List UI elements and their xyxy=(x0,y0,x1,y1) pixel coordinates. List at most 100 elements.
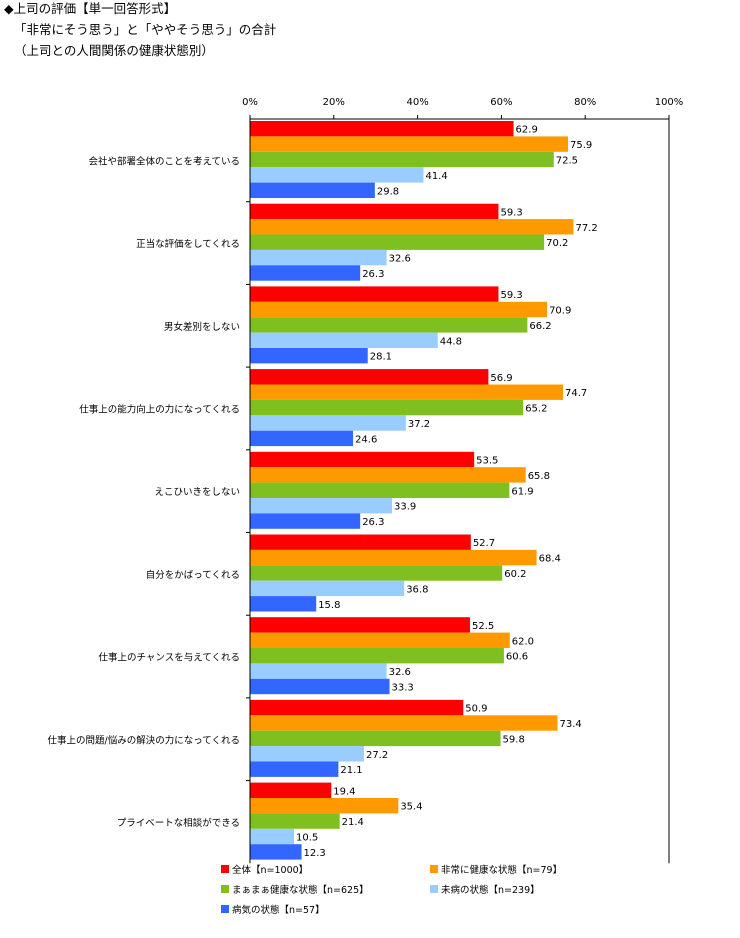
data-label: 60.6 xyxy=(506,652,528,663)
legend-entry: まぁまぁ健康な状態【n=625】 xyxy=(232,884,369,896)
category-label: 仕事上の問題/悩みの解決の力になってくれる xyxy=(48,734,240,746)
category-label: 自分をかばってくれる xyxy=(146,569,240,581)
bar xyxy=(250,234,545,250)
x-tick-label: 100% xyxy=(655,97,684,108)
data-label: 33.3 xyxy=(392,683,414,694)
legend-entry: 未病の状態【n=239】 xyxy=(441,884,540,896)
data-label: 53.5 xyxy=(476,456,498,467)
data-label: 52.5 xyxy=(472,621,494,632)
legend-swatch xyxy=(221,865,229,873)
bar xyxy=(250,182,375,198)
data-label: 77.2 xyxy=(575,223,597,234)
data-label: 21.1 xyxy=(340,765,362,776)
legend-entry: 病気の状態【n=57】 xyxy=(232,904,325,916)
bar xyxy=(250,265,361,281)
bar xyxy=(250,580,405,597)
bar xyxy=(250,482,510,498)
data-label: 27.2 xyxy=(366,750,388,761)
data-label: 73.4 xyxy=(560,719,582,730)
category-label: 仕事上のチャンスを与えてくれる xyxy=(99,652,240,664)
data-label: 70.2 xyxy=(546,238,568,249)
bar xyxy=(250,617,470,633)
data-label: 15.8 xyxy=(318,600,340,611)
bar xyxy=(250,136,569,152)
data-label: 74.7 xyxy=(565,388,587,399)
bar xyxy=(250,249,387,266)
data-label: 59.8 xyxy=(503,734,525,745)
legend-swatch xyxy=(430,865,438,873)
data-label: 19.4 xyxy=(333,786,355,797)
bar xyxy=(250,828,294,845)
bar xyxy=(250,699,464,716)
data-label: 72.5 xyxy=(556,156,578,167)
bar xyxy=(250,301,548,318)
data-label: 70.9 xyxy=(549,306,571,317)
data-label: 29.8 xyxy=(377,186,399,197)
legend-swatch xyxy=(221,905,229,913)
bar xyxy=(250,451,475,468)
data-label: 24.6 xyxy=(355,434,377,445)
data-label: 32.6 xyxy=(389,667,411,678)
data-label: 26.3 xyxy=(362,269,384,280)
bar xyxy=(250,549,537,566)
bar xyxy=(250,203,499,220)
category-label: 会社や部署全体のことを考えている xyxy=(88,155,240,167)
x-tick-label: 0% xyxy=(242,97,258,108)
data-label: 61.9 xyxy=(511,486,533,497)
data-label: 21.4 xyxy=(342,817,364,828)
data-label: 52.7 xyxy=(473,538,495,549)
legend-entry: 全体【n=1000】 xyxy=(232,864,308,876)
data-label: 33.9 xyxy=(394,502,416,513)
chart-title: ◆上司の評価【単一回答形式】 xyxy=(4,1,177,16)
category-label: 仕事上の能力向上の力になってくれる xyxy=(79,403,240,415)
bar xyxy=(250,596,317,612)
bar xyxy=(250,513,361,529)
bar xyxy=(250,498,393,514)
x-tick-label: 20% xyxy=(323,97,345,108)
bar xyxy=(250,332,438,348)
bar xyxy=(250,782,332,798)
data-label: 35.4 xyxy=(400,802,422,813)
data-label: 59.3 xyxy=(500,290,522,301)
legend-swatch xyxy=(221,885,229,893)
bar xyxy=(250,632,510,648)
category-label: えこひいきをしない xyxy=(154,487,240,498)
legend-swatch xyxy=(430,885,438,893)
bar xyxy=(250,415,406,431)
data-label: 68.4 xyxy=(539,554,561,565)
data-label: 12.3 xyxy=(304,848,326,859)
data-label: 32.6 xyxy=(389,254,411,265)
bar xyxy=(250,678,390,695)
bar xyxy=(250,844,302,860)
data-label: 28.1 xyxy=(370,352,392,363)
category-label: 正当な評価をしてくれる xyxy=(136,238,240,250)
legend-entry: 非常に健康な状態【n=79】 xyxy=(441,864,562,876)
x-tick-label: 40% xyxy=(406,97,428,108)
bar xyxy=(250,317,528,333)
data-label: 60.2 xyxy=(504,569,526,580)
bar xyxy=(250,384,563,400)
bar xyxy=(250,399,524,416)
category-label: 男女差別をしない xyxy=(164,321,240,333)
data-label: 44.8 xyxy=(440,336,462,347)
bar xyxy=(250,219,574,235)
data-label: 65.2 xyxy=(525,404,547,415)
bar xyxy=(250,663,387,679)
bar xyxy=(250,286,499,302)
bar xyxy=(250,167,424,183)
data-label: 59.3 xyxy=(500,207,522,218)
bar xyxy=(250,761,339,777)
bar xyxy=(250,565,503,581)
bar xyxy=(250,430,354,447)
bar xyxy=(250,746,364,762)
data-label: 37.2 xyxy=(408,419,430,430)
chart-subtitle: 「非常にそう思う」と「ややそう思う」の合計 xyxy=(14,22,277,37)
bar xyxy=(250,648,504,664)
data-label: 62.0 xyxy=(512,636,534,647)
data-label: 36.8 xyxy=(406,584,428,595)
x-tick-label: 60% xyxy=(490,97,512,108)
bar xyxy=(250,467,526,483)
data-label: 65.8 xyxy=(528,471,550,482)
chart-subtitle-segment: （上司との人間関係の健康状態別） xyxy=(14,43,214,58)
bar xyxy=(250,730,501,747)
